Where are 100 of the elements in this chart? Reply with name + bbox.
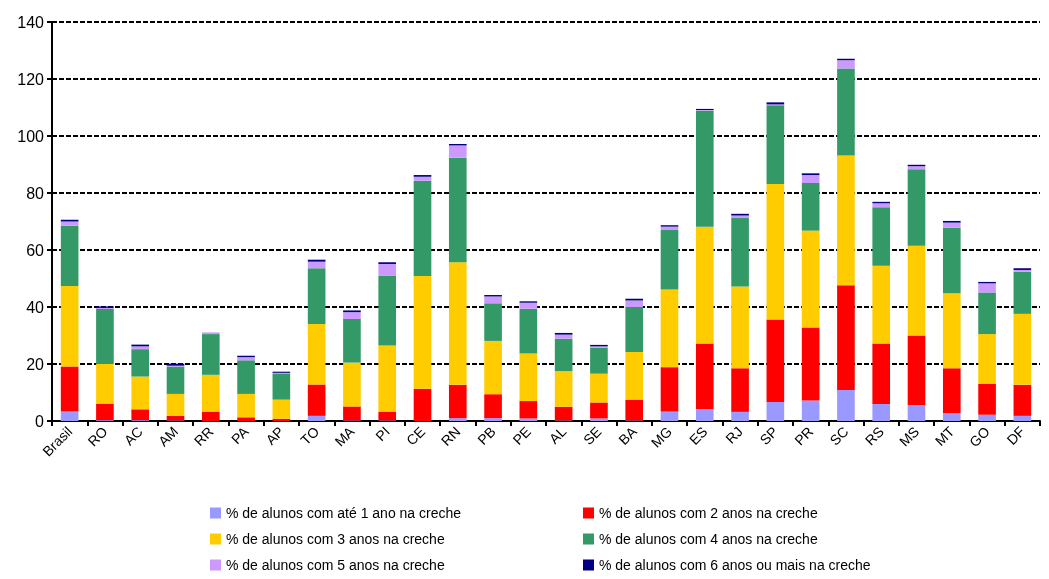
bar xyxy=(978,383,996,415)
x-tick-label: PE xyxy=(509,423,535,448)
x-tick-label: SP xyxy=(756,423,782,448)
bar xyxy=(942,413,961,421)
bar xyxy=(942,222,961,228)
x-tick-label: MG xyxy=(647,423,676,451)
bar xyxy=(272,373,291,400)
bar xyxy=(378,275,397,346)
bar xyxy=(448,145,467,158)
x-tick-label: ES xyxy=(685,423,711,448)
bar xyxy=(484,303,502,341)
bar xyxy=(60,411,79,421)
bar xyxy=(978,334,996,384)
bar xyxy=(519,308,538,354)
bar xyxy=(96,364,114,404)
bar xyxy=(837,389,855,421)
bar xyxy=(907,245,926,336)
bar xyxy=(378,263,397,276)
x-tick-label: BA xyxy=(615,422,641,448)
x-tick-label: SC xyxy=(826,423,852,449)
bar xyxy=(413,180,432,276)
bar xyxy=(625,399,644,421)
bar xyxy=(625,307,644,353)
bar xyxy=(378,411,397,421)
x-tick-label: GO xyxy=(966,423,993,451)
bar xyxy=(343,318,361,363)
x-tick-label: PR xyxy=(791,423,817,449)
bar xyxy=(695,409,714,421)
bar xyxy=(731,368,749,412)
bar xyxy=(448,418,467,421)
x-tick-label: DF xyxy=(1003,423,1029,448)
bar xyxy=(448,384,467,419)
bar xyxy=(801,327,820,401)
x-tick-label: PB xyxy=(474,423,499,448)
bar xyxy=(378,345,397,412)
bar xyxy=(201,334,220,375)
bar xyxy=(307,268,326,325)
bar xyxy=(907,169,926,246)
bar xyxy=(307,324,326,385)
x-tick-label: AP xyxy=(262,423,288,448)
bar xyxy=(942,368,961,414)
bar xyxy=(625,352,644,400)
bar xyxy=(519,418,538,421)
bar xyxy=(590,347,608,374)
bar xyxy=(343,362,361,407)
bar xyxy=(60,366,79,412)
x-tick-label: RO xyxy=(84,423,111,450)
bar xyxy=(201,374,220,412)
bar xyxy=(1013,271,1032,314)
bar xyxy=(590,418,608,421)
bar xyxy=(554,406,573,421)
legend-label: % de alunos com 5 anos na creche xyxy=(226,557,445,573)
bar xyxy=(801,400,820,421)
bar xyxy=(413,275,432,389)
bar xyxy=(801,175,820,184)
bar xyxy=(837,285,855,390)
x-tick-label: PI xyxy=(372,423,393,444)
bar xyxy=(907,405,926,421)
bar xyxy=(131,349,150,377)
bar xyxy=(519,401,538,419)
y-tick-label: 140 xyxy=(17,13,45,31)
bar xyxy=(413,388,432,421)
bar xyxy=(484,340,502,395)
y-tick-label: 0 xyxy=(35,412,45,430)
bar xyxy=(695,343,714,410)
bar xyxy=(60,221,79,226)
bar xyxy=(766,105,785,184)
bar xyxy=(766,401,785,421)
bar xyxy=(448,262,467,385)
bar xyxy=(942,293,961,369)
bar xyxy=(801,183,820,231)
bar xyxy=(343,406,361,421)
bar xyxy=(872,207,891,266)
bar xyxy=(660,367,679,412)
bar xyxy=(343,312,361,319)
bar xyxy=(872,203,891,208)
x-tick-label: PA xyxy=(227,422,253,448)
bar xyxy=(695,226,714,344)
bar xyxy=(554,334,573,339)
x-tick-label: CE xyxy=(403,423,429,449)
bar xyxy=(801,230,820,328)
bar xyxy=(837,60,855,69)
bar xyxy=(731,286,749,369)
bar xyxy=(237,393,255,418)
x-tick-label: AM xyxy=(155,423,182,450)
bar xyxy=(872,403,891,421)
bar xyxy=(837,155,855,286)
bar xyxy=(731,218,749,287)
x-tick-label: TO xyxy=(297,423,323,449)
bar xyxy=(60,225,79,286)
bar xyxy=(272,399,291,419)
bar xyxy=(978,292,996,335)
y-tick-label: 100 xyxy=(17,127,45,145)
x-tick-label: AL xyxy=(545,423,570,447)
bar xyxy=(237,417,255,421)
bar xyxy=(907,335,926,406)
bar xyxy=(307,415,326,421)
bar xyxy=(590,402,608,419)
bar xyxy=(201,411,220,421)
bar xyxy=(166,366,185,394)
